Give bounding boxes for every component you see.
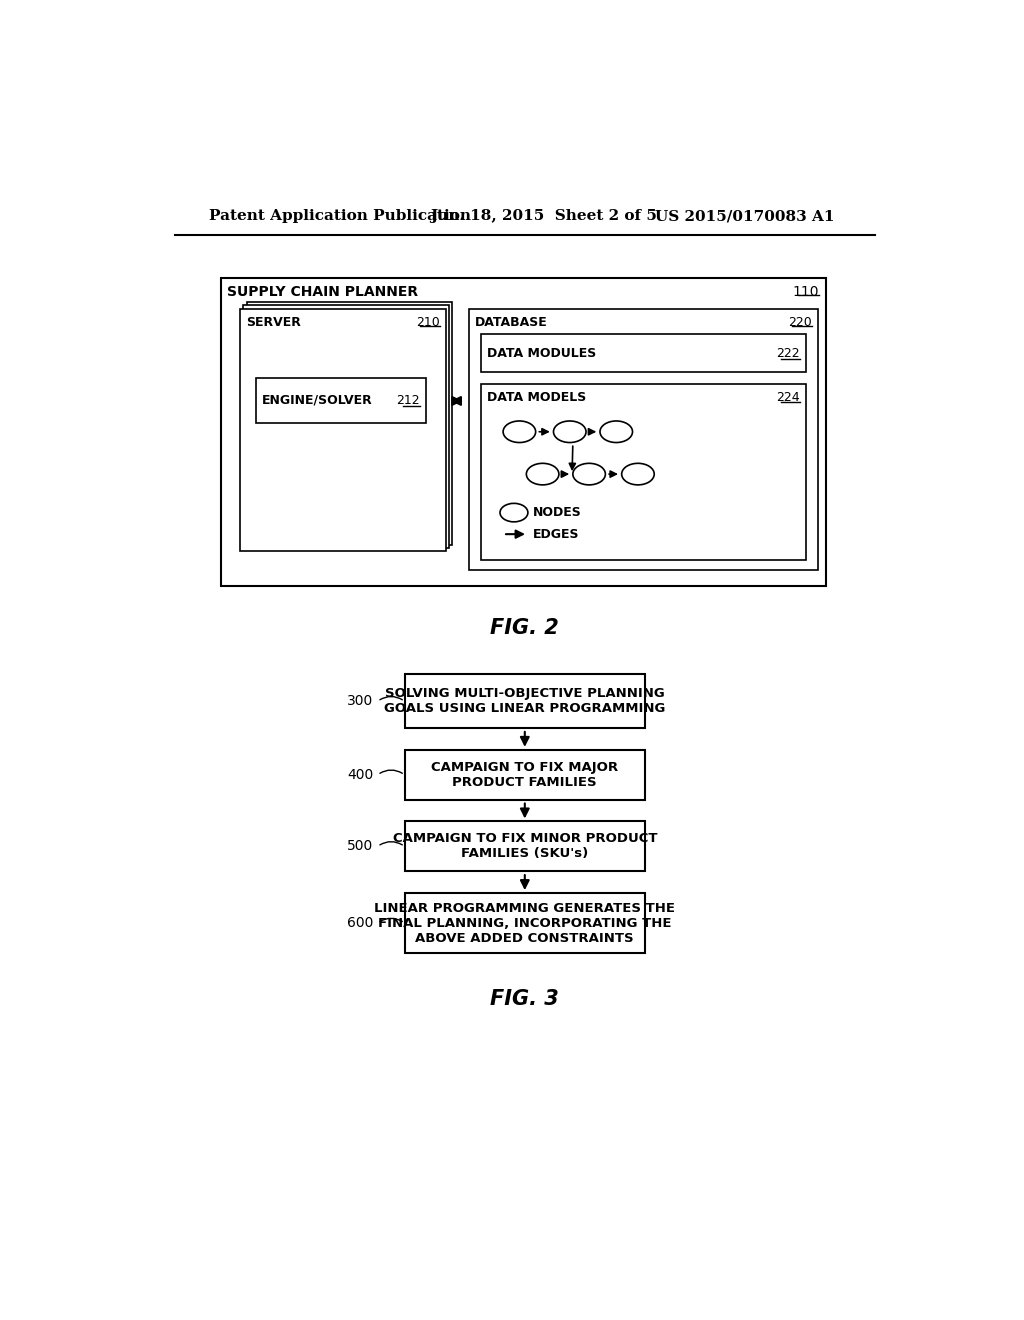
Text: FIG. 3: FIG. 3 [490,989,559,1010]
Ellipse shape [600,421,633,442]
Text: Patent Application Publication: Patent Application Publication [209,209,471,223]
Text: 400: 400 [347,768,374,781]
FancyBboxPatch shape [221,277,825,586]
Text: 222: 222 [776,347,800,360]
FancyBboxPatch shape [404,821,645,871]
Text: 220: 220 [787,315,812,329]
Text: CAMPAIGN TO FIX MINOR PRODUCT
FAMILIES (SKU's): CAMPAIGN TO FIX MINOR PRODUCT FAMILIES (… [392,833,657,861]
Text: 600: 600 [347,916,374,931]
Text: 210: 210 [416,315,439,329]
FancyBboxPatch shape [404,750,645,800]
Text: DATA MODELS: DATA MODELS [486,391,586,404]
FancyBboxPatch shape [244,305,449,548]
Text: ENGINE/SOLVER: ENGINE/SOLVER [262,393,373,407]
FancyBboxPatch shape [241,309,445,552]
Text: LINEAR PROGRAMMING GENERATES THE
FINAL PLANNING, INCORPORATING THE
ABOVE ADDED C: LINEAR PROGRAMMING GENERATES THE FINAL P… [375,902,675,945]
Text: Jun. 18, 2015  Sheet 2 of 5: Jun. 18, 2015 Sheet 2 of 5 [430,209,657,223]
FancyBboxPatch shape [247,302,452,545]
Text: NODES: NODES [532,506,582,519]
Text: FIG. 2: FIG. 2 [490,618,559,638]
Text: EDGES: EDGES [532,528,579,541]
Text: SUPPLY CHAIN PLANNER: SUPPLY CHAIN PLANNER [227,285,419,298]
Ellipse shape [526,463,559,484]
Text: DATABASE: DATABASE [475,315,548,329]
Text: 500: 500 [347,840,374,854]
FancyBboxPatch shape [469,309,818,570]
Text: SERVER: SERVER [247,315,301,329]
Ellipse shape [572,463,605,484]
FancyBboxPatch shape [404,892,645,953]
Text: CAMPAIGN TO FIX MAJOR
PRODUCT FAMILIES: CAMPAIGN TO FIX MAJOR PRODUCT FAMILIES [431,760,618,789]
Ellipse shape [503,421,536,442]
Text: DATA MODULES: DATA MODULES [486,347,596,360]
Text: 110: 110 [793,285,819,298]
Text: US 2015/0170083 A1: US 2015/0170083 A1 [655,209,835,223]
Ellipse shape [500,503,528,521]
FancyBboxPatch shape [480,334,806,372]
FancyBboxPatch shape [256,378,426,422]
FancyBboxPatch shape [404,675,645,729]
Ellipse shape [622,463,654,484]
Text: SOLVING MULTI-OBJECTIVE PLANNING
GOALS USING LINEAR PROGRAMMING: SOLVING MULTI-OBJECTIVE PLANNING GOALS U… [384,688,666,715]
Text: 300: 300 [347,694,374,709]
Ellipse shape [554,421,586,442]
FancyBboxPatch shape [480,384,806,560]
Text: 212: 212 [396,393,420,407]
Text: 224: 224 [776,391,800,404]
